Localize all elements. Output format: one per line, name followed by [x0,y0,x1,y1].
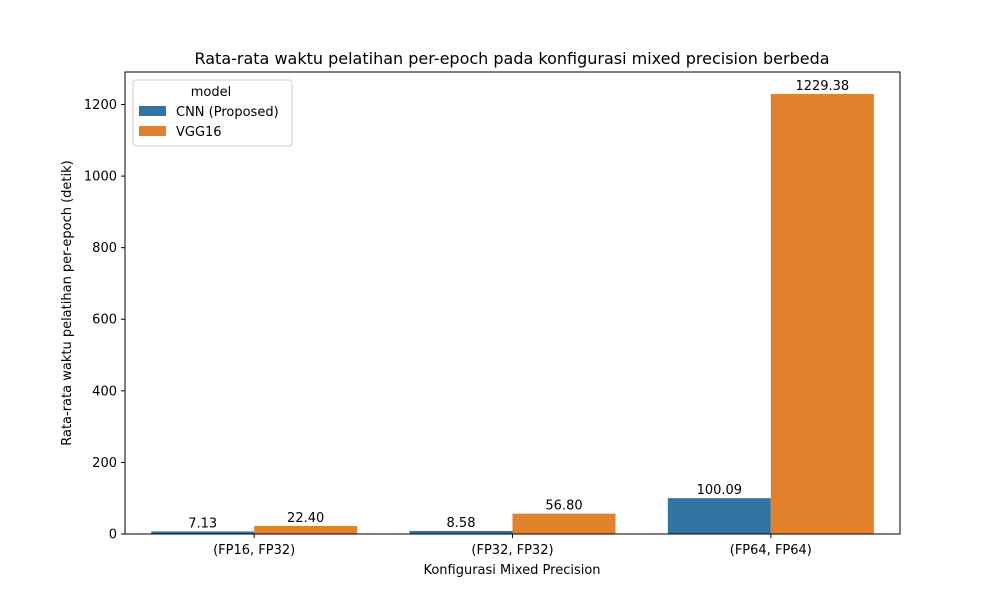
legend-box [132,79,293,147]
bar [254,525,358,534]
legend-swatch [139,126,166,136]
y-tick-label: 400 [92,384,117,399]
x-tick-label: (FP16, FP32) [213,543,295,558]
y-tick-label: 0 [109,528,117,543]
x-tick-label: (FP32, FP32) [471,543,553,558]
bar [151,531,255,534]
data-label: 1229.38 [795,79,849,94]
x-tick-label: (FP64, FP64) [730,543,812,558]
legend-swatch [139,106,166,116]
y-tick-label: 200 [92,456,117,471]
bar [770,93,874,534]
chart-title: Rata-rata waktu pelatihan per-epoch pada… [194,49,829,68]
data-label: 22.40 [287,511,324,526]
bar [409,530,513,534]
bar [512,513,616,534]
data-label: 8.58 [447,516,476,531]
data-label: 7.13 [188,516,217,531]
axes-layer: 0 200 400 600 800 1000 1200 (FP16, FP32) (FP32, … [84,71,901,558]
y-tick-label: 800 [92,241,117,256]
y-tick-label: 600 [92,313,117,328]
data-label: 56.80 [545,499,582,514]
legend: model CNN (Proposed) VGG16 [132,79,293,147]
data-label: 100.09 [697,483,743,498]
bars-layer: 7.13 8.58 100.09 22.40 56.80 1229.38 [151,79,874,534]
legend-label: CNN (Proposed) [176,105,279,120]
y-axis-title: Rata-rata waktu pelatihan per-epoch (det… [60,160,75,446]
bar [667,498,771,534]
x-axis-title: Konfigurasi Mixed Precision [423,563,600,578]
y-tick-label: 1200 [84,98,117,113]
legend-label: VGG16 [176,125,222,140]
y-tick-label: 1000 [84,170,117,185]
legend-title: model [191,85,231,100]
